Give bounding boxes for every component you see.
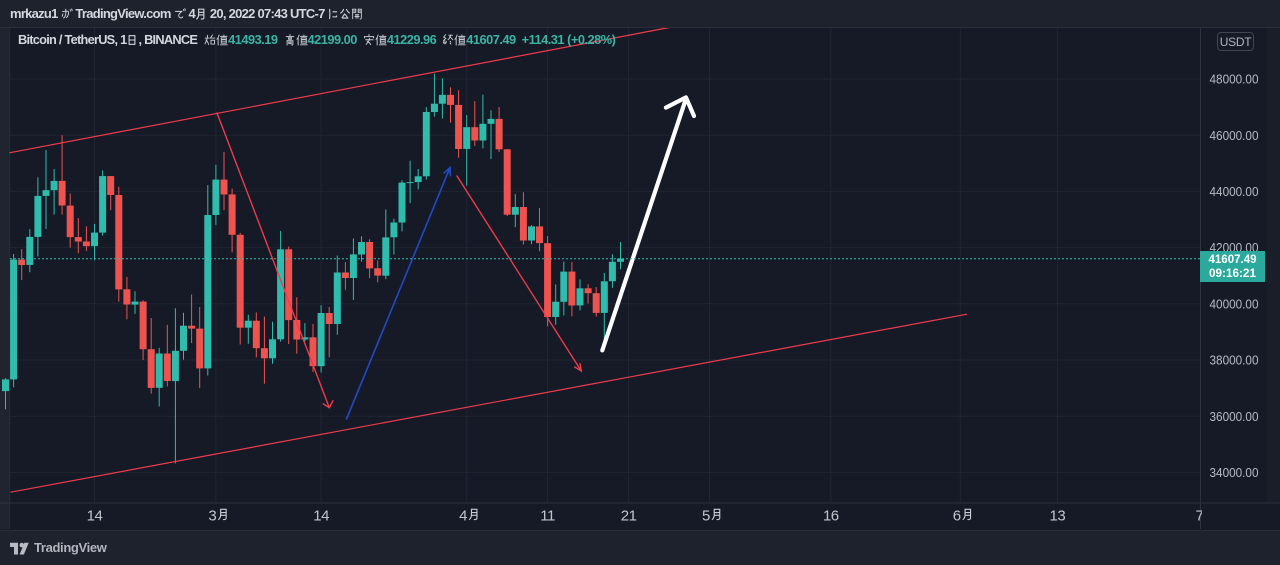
svg-text:46000.00: 46000.00 xyxy=(1210,128,1259,143)
svg-text:4: 4 xyxy=(459,508,467,525)
svg-text:48000.00: 48000.00 xyxy=(1210,72,1259,87)
svg-text:14: 14 xyxy=(313,508,329,525)
svg-text:38000.00: 38000.00 xyxy=(1210,353,1259,368)
svg-text:41607.49: 41607.49 xyxy=(1209,252,1257,266)
svg-text:44000.00: 44000.00 xyxy=(1210,184,1259,199)
svg-text:21: 21 xyxy=(621,508,637,525)
svg-text:6: 6 xyxy=(953,508,961,525)
svg-text:09:16:21: 09:16:21 xyxy=(1209,266,1256,280)
svg-text:14: 14 xyxy=(87,508,103,525)
svg-text:3: 3 xyxy=(208,508,216,525)
svg-text:13: 13 xyxy=(1050,508,1066,525)
svg-text:11: 11 xyxy=(540,508,555,525)
svg-text:36000.00: 36000.00 xyxy=(1210,409,1259,424)
svg-text:16: 16 xyxy=(823,508,839,525)
svg-text:34000.00: 34000.00 xyxy=(1210,465,1259,480)
svg-text:5: 5 xyxy=(702,508,710,525)
svg-text:40000.00: 40000.00 xyxy=(1210,296,1259,311)
svg-text:7: 7 xyxy=(1196,508,1204,525)
